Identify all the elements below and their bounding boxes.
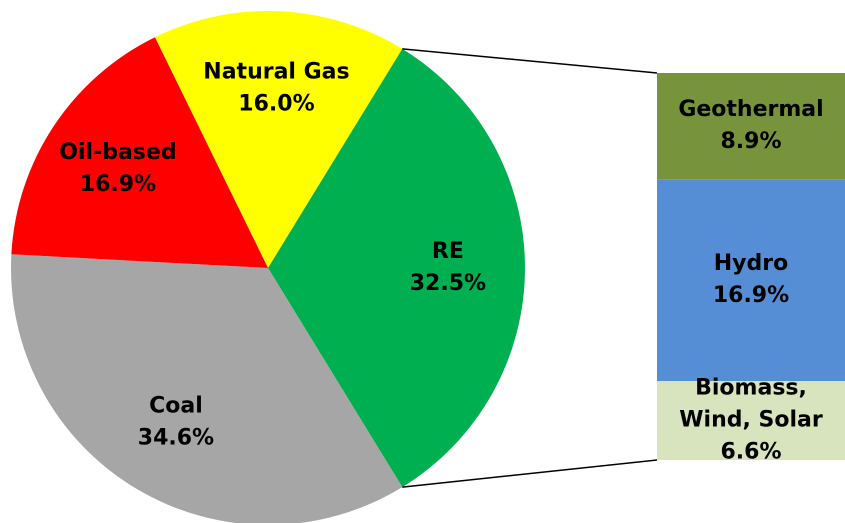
slice-value: 16.0% bbox=[238, 91, 314, 116]
slice-label: RE bbox=[432, 239, 464, 264]
slice-value: 16.9% bbox=[80, 172, 156, 197]
slice-value: 34.6% bbox=[138, 426, 214, 451]
bar-segment bbox=[657, 381, 845, 460]
bar-label: Biomass, Wind, Solar bbox=[679, 376, 823, 433]
bar-value: 16.9% bbox=[713, 283, 789, 308]
slice-value: 32.5% bbox=[410, 271, 486, 296]
bar-label: Geothermal bbox=[678, 97, 823, 122]
bar-value: 8.9% bbox=[720, 129, 781, 154]
slice-label: Coal bbox=[149, 394, 203, 419]
bar-segment bbox=[657, 179, 845, 382]
pie-slice bbox=[268, 48, 525, 488]
connector-line bbox=[402, 459, 658, 488]
slice-label: Natural Gas bbox=[203, 59, 349, 84]
bar-segment bbox=[657, 73, 845, 180]
bar-value: 6.6% bbox=[720, 440, 781, 465]
slice-label: Oil-based bbox=[59, 140, 176, 165]
connector-line bbox=[402, 48, 658, 74]
pie-slice bbox=[11, 254, 403, 523]
pie-slice bbox=[11, 37, 269, 269]
bar-label: Hydro bbox=[714, 251, 788, 276]
pie-slice bbox=[154, 11, 403, 269]
